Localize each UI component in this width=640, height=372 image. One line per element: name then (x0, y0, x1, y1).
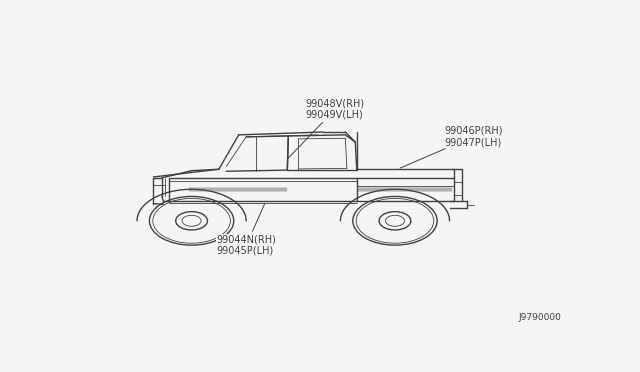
Text: 99044N(RH)
99045P(LH): 99044N(RH) 99045P(LH) (216, 203, 276, 256)
Text: J9790000: J9790000 (518, 314, 561, 323)
Text: 99046P(RH)
99047P(LH): 99046P(RH) 99047P(LH) (400, 125, 503, 168)
Text: 99048V(RH)
99049V(LH): 99048V(RH) 99049V(LH) (288, 98, 365, 158)
